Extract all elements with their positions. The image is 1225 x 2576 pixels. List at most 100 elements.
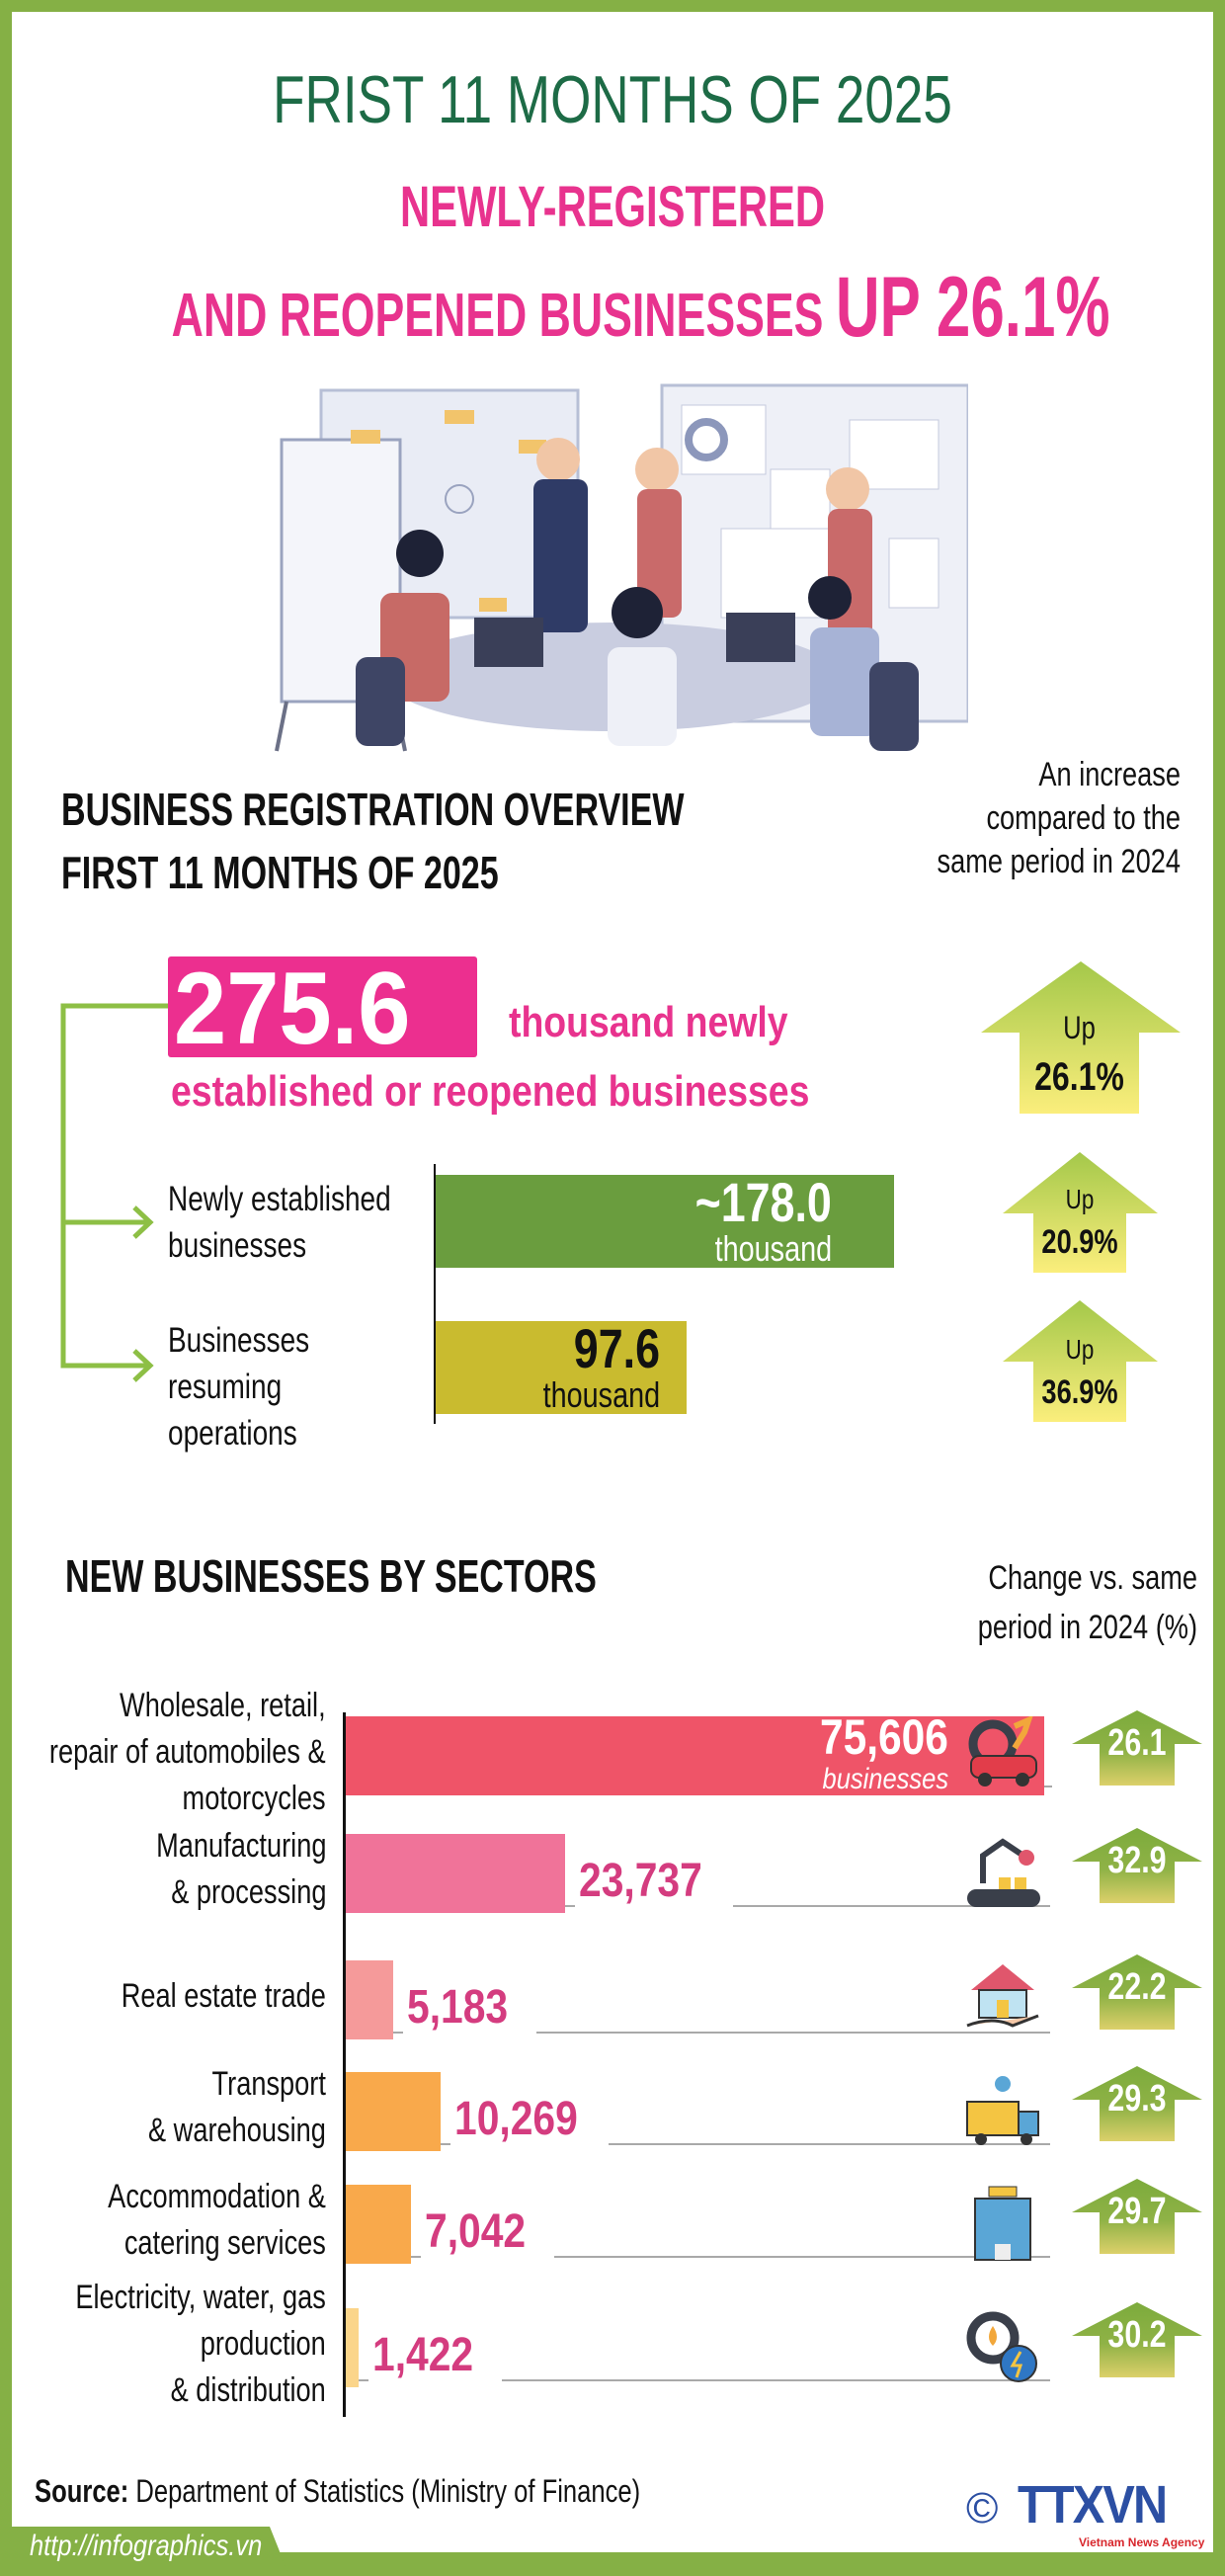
delivery-truck-icon	[966, 2076, 1039, 2145]
label-line: resuming	[168, 1368, 283, 1406]
sector-bar	[346, 2308, 360, 2387]
bracket-connector	[60, 961, 1181, 1424]
sector-bar	[346, 2072, 442, 2151]
sector-value-label: 5,183	[407, 1981, 509, 2034]
guide-line	[553, 2256, 1050, 2258]
total-value-box: 275.6	[168, 952, 477, 1066]
sector-value-unit: businesses	[822, 1763, 948, 1795]
kicker-title: FRIST 11 MONTHS OF 2025	[273, 62, 952, 137]
title-highlight: UP 26.1%	[835, 260, 1110, 355]
sector-change-value: 30.2	[1107, 2314, 1167, 2356]
sector-value-label: 75,606	[820, 1709, 948, 1765]
ttxvn-logo: TTXVN	[1018, 2475, 1168, 2534]
change-header: Change vs. same period in 2024 (%)	[977, 1559, 1197, 1646]
up-arrow-icon	[1072, 2179, 1202, 2254]
sector-value-label: 7,042	[424, 2205, 526, 2258]
sector-value-label: 23,737	[578, 1855, 702, 1907]
sector-label-line: Accommodation &	[108, 2178, 326, 2215]
website-link[interactable]: http://infographics.vn	[30, 2530, 263, 2562]
item-label-resuming: Businesses resuming operations	[168, 1317, 309, 1456]
total-text-line2: established or reopened businesses	[171, 1067, 810, 1116]
main-title-line1: NEWLY-REGISTERED	[399, 175, 826, 239]
change-value-resuming: 36.9%	[1041, 1373, 1118, 1411]
sector-label: Wholesale, retail, repair of automobiles …	[49, 1683, 326, 1822]
url-tab	[0, 2527, 289, 2576]
label-line: Businesses	[168, 1321, 310, 1360]
up-arrow-icon	[981, 961, 1181, 1114]
total-value: 275.6	[174, 952, 411, 1066]
unit-resuming: thousand	[542, 1374, 660, 1415]
guide-line	[1044, 1786, 1052, 1787]
arrow-right-icon	[132, 1349, 154, 1382]
sector-change-value: 26.1	[1107, 1722, 1167, 1764]
up-arrow-icon	[1072, 2302, 1202, 2377]
sector-label-line: Electricity, water, gas	[75, 2278, 326, 2316]
sector-label-line: Real estate trade	[121, 1976, 326, 2015]
sector-label-line: catering services	[123, 2224, 326, 2262]
energy-gear-icon	[966, 2311, 1037, 2382]
sector-change-value: 32.9	[1107, 1840, 1167, 1881]
sector-change-value: 29.7	[1107, 2191, 1167, 2232]
up-arrow-icon	[1072, 1828, 1202, 1903]
bar-resuming	[436, 1321, 687, 1414]
guide-line	[564, 1905, 575, 1907]
logo-subtitle: Vietnam News Agency	[1079, 2535, 1205, 2549]
overview-heading-line1: BUSINESS REGISTRATION OVERVIEW	[61, 784, 685, 835]
change-label-newly: Up	[1065, 1184, 1095, 1214]
guide-line	[609, 2143, 1050, 2145]
total-change-value: 26.1%	[1034, 1055, 1124, 1099]
title-text: AND REOPENED BUSINESSES	[171, 282, 824, 350]
total-text-line1: thousand newly	[509, 998, 788, 1046]
sector-bar	[346, 1716, 1044, 1795]
source-text: Department of Statistics (Ministry of Fi…	[128, 2473, 641, 2509]
sector-label-line: Manufacturing	[155, 1827, 326, 1865]
team-meeting-illustration	[275, 383, 968, 752]
value-resuming: 97.6	[573, 1317, 660, 1379]
sector-axis-line	[343, 1712, 346, 2417]
bar-newly-established	[436, 1175, 894, 1268]
house-in-hand-icon	[966, 1964, 1039, 2028]
source-label: Source:	[35, 2473, 129, 2509]
sector-bar	[346, 2185, 411, 2264]
sector-change-value: 29.3	[1107, 2078, 1167, 2119]
item-label-newly: Newly established businesses	[168, 1176, 391, 1269]
factory-robot-icon	[967, 1838, 1040, 1907]
sector-label-line: & processing	[170, 1873, 326, 1911]
frame-left	[0, 0, 12, 2576]
sector-label: Accommodation & catering services	[108, 2174, 326, 2267]
guide-line	[732, 1905, 1050, 1907]
sector-label-line: Transport	[211, 2065, 326, 2103]
main-title-line2: AND REOPENED BUSINESSES UP 26.1%	[171, 259, 1110, 357]
sector-label-line: Wholesale, retail,	[120, 1686, 327, 1724]
sector-label-line: motorcycles	[182, 1779, 326, 1817]
up-arrow-icon	[1003, 1300, 1158, 1422]
guide-line	[536, 2032, 1050, 2034]
guide-line	[393, 2032, 404, 2034]
sector-label-line: & warehousing	[148, 2112, 326, 2149]
sector-label: Electricity, water, gas production & distr…	[76, 2275, 326, 2414]
total-change-label: Up	[1063, 1010, 1096, 1045]
overview-heading-line2: FIRST 11 MONTHS OF 2025	[61, 847, 499, 898]
hotel-icon	[974, 2186, 1031, 2261]
up-arrow-icon	[1072, 2066, 1202, 2141]
guide-line	[502, 2379, 1050, 2381]
guide-line	[441, 2143, 451, 2145]
up-arrow-icon	[1072, 1954, 1202, 2030]
sector-label-line: production	[200, 2324, 326, 2363]
comparison-note: An increase compared to the same period …	[937, 756, 1181, 880]
up-arrow-icon	[1003, 1152, 1158, 1273]
arrow-right-icon	[132, 1205, 154, 1239]
sectors-heading: NEW BUSINESSES BY SECTORS	[65, 1550, 597, 1602]
sector-label: Manufacturing & processing	[156, 1823, 326, 1916]
sector-label: Real estate trade	[122, 1973, 326, 2020]
change-value-newly: 20.9%	[1041, 1223, 1118, 1261]
frame-right	[1213, 0, 1225, 2576]
guide-line	[410, 2256, 421, 2258]
sector-value-label: 10,269	[454, 2093, 578, 2145]
sector-label: Transport & warehousing	[148, 2061, 326, 2154]
label-line: Newly established	[168, 1180, 391, 1218]
up-arrow-icon	[1072, 1710, 1202, 1786]
copyright-icon: ©	[966, 2484, 999, 2533]
sector-label-line: repair of automobiles &	[49, 1732, 326, 1771]
